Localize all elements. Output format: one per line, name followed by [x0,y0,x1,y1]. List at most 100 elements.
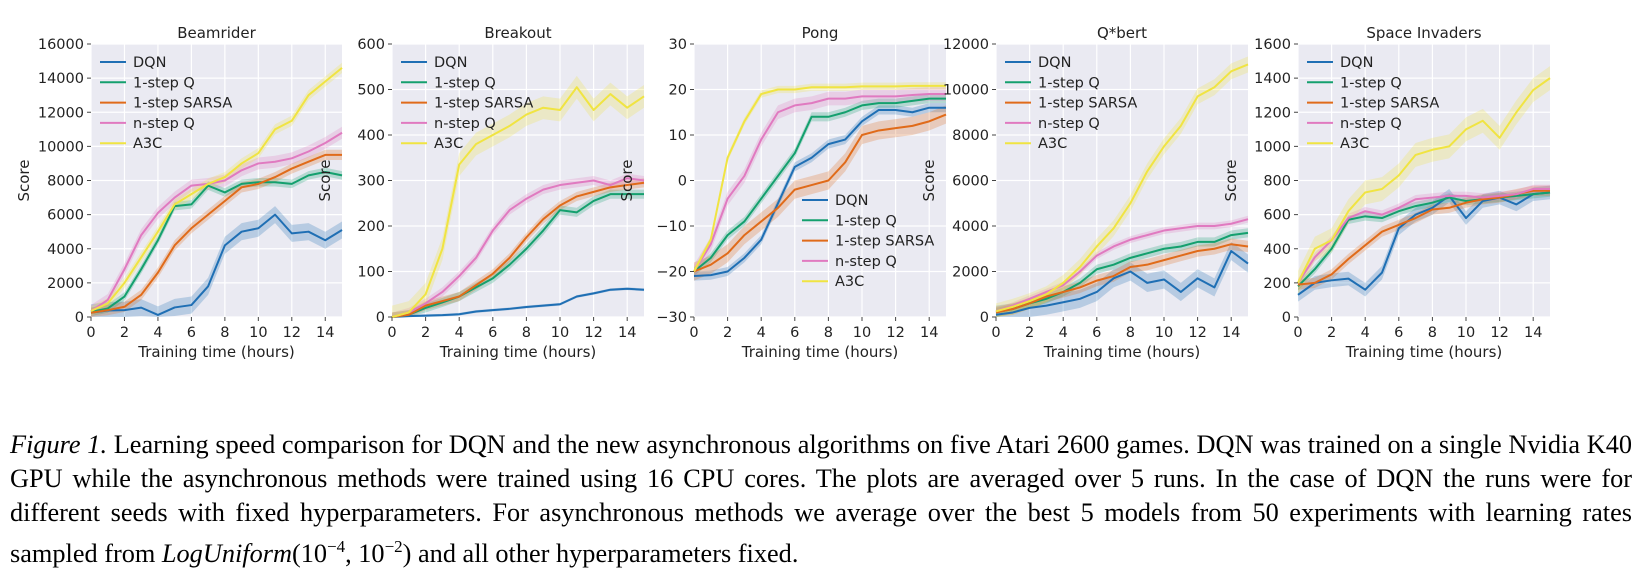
tick-label-y: 6000 [47,208,84,224]
series-band-4 [996,56,1248,317]
tick-label-y: 1400 [1254,71,1291,87]
legend-label-1: 1-step Q [434,75,496,91]
tick-label-y: 0 [678,174,687,190]
series-band-3 [91,126,342,317]
tick-label-x: 10 [249,325,267,341]
series-line-3 [995,218,1249,313]
tick-label-y: 12000 [943,37,989,53]
caption-label: Figure 1. [10,430,108,459]
series-band-0 [996,241,1248,317]
series-line-1 [90,170,343,313]
series-band-3 [996,215,1248,315]
chart-title: Beamrider [177,24,256,42]
caption-text-end: and all other hyperparameters fixed. [411,538,799,568]
series-line-4 [995,63,1249,313]
tick-label-y: 2000 [47,276,84,292]
tick-label-x: 8 [1428,325,1437,341]
tick-label-y: 0 [1282,310,1291,326]
tick-label-y: 12000 [38,105,84,121]
tick-label-y: 2000 [952,265,989,281]
legend-label-0: DQN [835,193,868,209]
tick-label-x: 14 [1222,325,1240,341]
series-line-3 [391,177,645,318]
series-line-4 [1297,77,1551,284]
legend-label-4: A3C [1038,136,1067,152]
tick-label-x: 8 [1126,325,1135,341]
tick-label-x: 4 [1059,325,1068,341]
series-line-2 [995,243,1249,314]
x-axis-label: Training time (hours) [1043,343,1201,361]
x-axis-label: Training time (hours) [137,343,295,361]
series-band-1 [996,228,1248,317]
series-band-3 [694,87,946,279]
series-line-2 [391,181,645,318]
tick-label-y: 10000 [943,83,989,99]
figure-caption: Figure 1. Learning speed comparison for … [10,428,1632,571]
series-band-2 [91,149,342,317]
tick-label-y: 10 [669,128,687,144]
legend-label-3: n-step Q [133,116,195,132]
tick-label-x: 2 [120,325,129,341]
legend-label-4: A3C [434,136,463,152]
tick-label-x: 2 [421,325,430,341]
tick-label-y: 600 [357,37,385,53]
tick-label-y: 14000 [38,71,84,87]
legend-label-3: n-step Q [835,254,897,270]
series-band-1 [392,189,644,317]
y-axis-label: Score [1222,159,1240,201]
tick-label-x: 0 [86,325,95,341]
tick-label-y: −20 [656,265,687,281]
tick-label-x: 4 [153,325,162,341]
tick-label-x: 14 [1524,325,1542,341]
figure-charts: 0 2000 4000 6000 8000 10000 12000 14000 16000 0 2 4… [15,24,1551,361]
tick-label-y: 400 [1263,242,1291,258]
tick-label-y: 200 [357,219,385,235]
series-line-3 [693,93,946,273]
legend-label-1: 1-step Q [835,213,897,229]
tick-label-x: 8 [824,325,833,341]
tick-label-y: 400 [357,128,385,144]
legend-label-0: DQN [1340,55,1373,71]
caption-math-name: LogUniform [161,538,292,568]
tick-label-y: −30 [656,310,687,326]
chart-panel-2: −30 −20 −10 0 10 20 30 0 2 4 6 8 10 12 14 Pong Training … [618,24,947,361]
tick-label-x: 0 [991,325,1000,341]
tick-label-y: 500 [357,83,385,99]
series-line-4 [90,67,343,312]
legend-label-2: 1-step SARSA [1340,96,1439,112]
tick-label-y: 0 [980,310,989,326]
series-line-1 [693,97,946,273]
tick-label-x: 12 [1188,325,1206,341]
tick-label-x: 10 [1457,325,1475,341]
tick-label-y: 20 [669,83,687,99]
tick-label-x: 6 [790,325,799,341]
legend-label-0: DQN [1038,55,1071,71]
tick-label-x: 10 [853,325,871,341]
tick-label-y: 16000 [38,37,84,53]
series-line-1 [995,231,1249,314]
tick-label-x: 10 [551,325,569,341]
tick-label-y: 4000 [47,242,84,258]
tick-label-x: 12 [1490,325,1508,341]
tick-label-y: 4000 [952,219,989,235]
tick-label-y: 1200 [1254,105,1291,121]
tick-label-y: 0 [75,310,84,326]
tick-label-y: 10000 [38,139,84,155]
x-axis-label: Training time (hours) [741,343,899,361]
legend-label-3: n-step Q [434,116,496,132]
series-line-0 [391,287,645,318]
tick-label-x: 8 [220,325,229,341]
chart-panel-1: 0 100 200 300 400 500 600 0 2 4 6 8 10 12 14 Breakout Tr… [316,24,645,361]
chart-title: Pong [802,24,839,42]
series-line-4 [391,86,645,318]
series-line-1 [391,193,644,318]
legend-label-1: 1-step Q [1038,75,1100,91]
series-band-2 [996,238,1248,317]
legend-label-2: 1-step SARSA [1038,96,1137,112]
series-line-2 [693,113,947,273]
tick-label-x: 0 [689,325,698,341]
tick-label-y: 800 [1263,174,1291,190]
caption-math-exp2: −2 [384,537,403,556]
series-line-0 [995,250,1249,316]
